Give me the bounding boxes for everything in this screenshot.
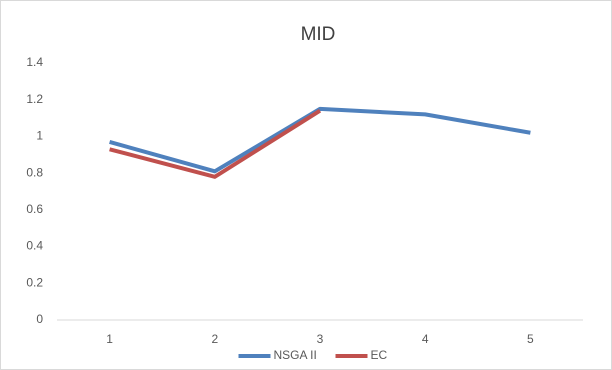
y-tick-label: 1.2: [26, 92, 43, 106]
y-tick-label: 1: [36, 129, 43, 143]
legend-label: NSGA II: [274, 348, 317, 362]
chart-title: MID: [301, 24, 336, 45]
y-tick-label: 1.4: [26, 55, 43, 69]
y-tick-label: 0.2: [26, 275, 43, 289]
y-tick-label: 0: [36, 312, 43, 326]
y-tick-label: 0.8: [26, 165, 43, 179]
x-tick-label: 2: [211, 332, 218, 346]
y-tick-label: 0.6: [26, 202, 43, 216]
x-tick-label: 3: [317, 332, 324, 346]
x-tick-label: 1: [106, 332, 113, 346]
y-tick-label: 0.4: [26, 239, 43, 253]
legend-label: EC: [371, 348, 388, 362]
series-line: [109, 109, 322, 179]
x-tick-label: 4: [422, 332, 429, 346]
x-tick-label: 5: [527, 332, 534, 346]
series-line: [109, 106, 531, 174]
